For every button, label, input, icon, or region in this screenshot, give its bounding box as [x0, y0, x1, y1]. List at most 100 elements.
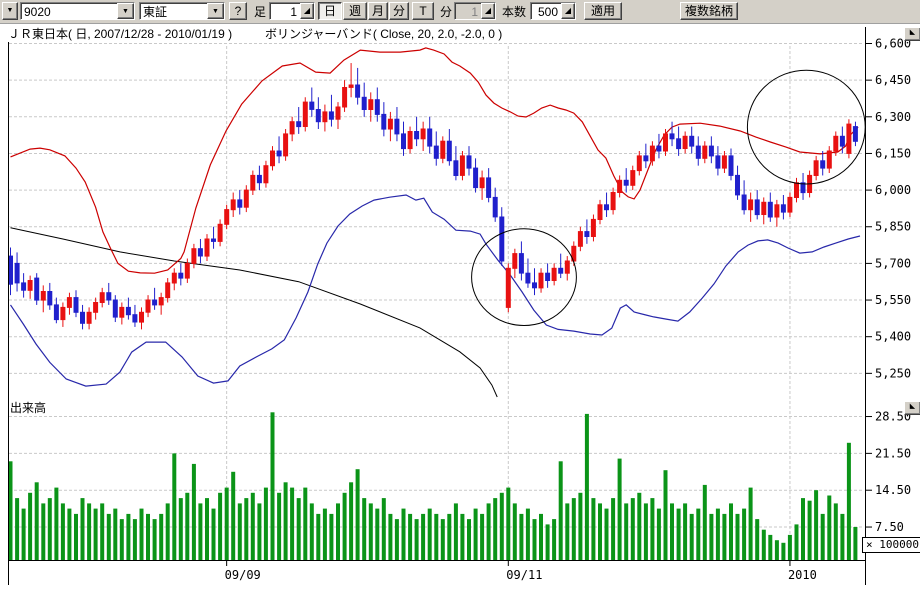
- x-axis-labels: 09/09 09/11 2010: [225, 560, 817, 582]
- trend-line: [10, 227, 498, 398]
- volume-bar: [349, 482, 354, 560]
- volume-bar: [270, 412, 275, 560]
- volume-bar: [833, 503, 838, 560]
- toolbar: ▼ 9020 ▼ 東証 ▼ ? 足 1 ◢ 日 週 月 分 T 分 1 ◢ 本数…: [0, 0, 920, 24]
- candle: [348, 84, 354, 88]
- candle: [794, 182, 799, 199]
- apply-button[interactable]: 適用: [584, 2, 622, 20]
- volume-bar: [846, 442, 851, 560]
- minute-interval-spinner: 1 ◢: [454, 2, 496, 20]
- candle: [767, 201, 773, 218]
- svg-text:5,400: 5,400: [875, 330, 911, 344]
- volume-bar: [54, 487, 59, 560]
- candle: [486, 177, 492, 198]
- period-week-button[interactable]: 週: [343, 2, 367, 20]
- candle: [250, 174, 256, 191]
- volume-bar: [552, 519, 557, 560]
- candle: [217, 223, 223, 242]
- volume-bar: [676, 508, 681, 560]
- bar-count-value[interactable]: 500: [537, 5, 558, 19]
- symbol-dropdown-icon[interactable]: ▼: [117, 3, 134, 19]
- svg-text:2010: 2010: [788, 568, 817, 582]
- volume-bar: [532, 519, 537, 560]
- volume-bar: [525, 508, 530, 560]
- volume-bar: [480, 513, 485, 560]
- candle: [34, 277, 40, 301]
- candle: [427, 128, 433, 147]
- volume-bar: [93, 508, 98, 560]
- bar-count-spinner[interactable]: 500 ◢: [530, 2, 576, 20]
- candle: [197, 248, 203, 257]
- triangle-icon: ◣: [909, 403, 916, 410]
- market-dropdown-icon[interactable]: ▼: [207, 3, 224, 19]
- candle: [125, 306, 131, 316]
- nav-dropdown-button[interactable]: ▼: [2, 2, 18, 20]
- candle: [721, 155, 727, 169]
- volume-bar: [715, 508, 720, 560]
- multi-symbol-button[interactable]: 複数銘柄: [680, 2, 738, 20]
- volume-pane-menu-button[interactable]: ◣: [904, 401, 920, 415]
- volume-bar: [637, 492, 642, 560]
- volume-bar: [696, 508, 701, 560]
- volume-bar: [460, 513, 465, 560]
- volume-bar: [598, 503, 602, 560]
- market-value[interactable]: 東証: [143, 5, 168, 19]
- symbol-value[interactable]: 9020: [24, 5, 51, 19]
- candle: [60, 306, 66, 321]
- volume-bar: [434, 513, 439, 560]
- candle: [545, 272, 551, 282]
- candle: [473, 167, 479, 189]
- candle: [558, 267, 564, 274]
- volume-bar: [257, 503, 262, 560]
- volume-bar: [545, 524, 550, 560]
- volume-bar: [146, 513, 150, 560]
- volume-bar: [205, 498, 209, 560]
- volume-bar: [303, 487, 308, 560]
- bar-count-label: 本数: [502, 5, 527, 19]
- candle: [780, 204, 786, 213]
- candle: [309, 101, 315, 110]
- candle: [211, 238, 216, 242]
- svg-text:14.50: 14.50: [875, 483, 911, 497]
- volume-bar: [368, 503, 373, 560]
- candle: [14, 262, 20, 284]
- period-day-button[interactable]: 日: [318, 2, 342, 20]
- candle: [833, 135, 839, 152]
- candle: [27, 280, 33, 291]
- spinner-icon[interactable]: ◢: [561, 3, 575, 19]
- period-minute-button[interactable]: 分: [389, 2, 409, 20]
- price-axis-labels: 6,600 6,450 6,300 6,150 6,000 5,850 5,700 5,550…: [865, 37, 911, 380]
- svg-text:28.50: 28.50: [875, 410, 911, 424]
- candle: [499, 216, 505, 262]
- candle: [374, 99, 380, 115]
- tick-button[interactable]: T: [412, 2, 434, 20]
- candle: [695, 145, 701, 159]
- candle: [826, 150, 832, 169]
- svg-text:5,850: 5,850: [875, 220, 911, 234]
- bar-type-label: 足: [254, 5, 267, 19]
- volume-bar: [722, 513, 727, 560]
- chart-title: ＪＲ東日本( 日, 2007/12/28 - 2010/01/19 ): [8, 27, 233, 41]
- candle: [283, 133, 289, 157]
- volume-bar: [807, 500, 812, 560]
- volume-bar: [401, 508, 406, 560]
- candlesticks: [8, 63, 858, 330]
- period-month-button[interactable]: 月: [368, 2, 388, 20]
- volume-bar: [283, 482, 288, 560]
- symbol-combobox[interactable]: 9020 ▼: [20, 2, 135, 20]
- volume-bar: [794, 524, 799, 560]
- spinner-icon[interactable]: ◢: [300, 3, 314, 19]
- market-combobox[interactable]: 東証 ▼: [139, 2, 225, 20]
- triangle-icon: ◣: [909, 29, 916, 36]
- volume-bar: [34, 482, 39, 560]
- volume-bar: [60, 503, 65, 560]
- price-pane-menu-button[interactable]: ◣: [904, 27, 920, 41]
- volume-bar: [15, 498, 20, 560]
- svg-text:21.50: 21.50: [875, 446, 911, 460]
- candle: [335, 106, 341, 120]
- bar-interval-value[interactable]: 1: [290, 5, 297, 19]
- help-button[interactable]: ?: [229, 2, 247, 20]
- svg-text:6,000: 6,000: [875, 183, 911, 197]
- candle: [505, 267, 511, 308]
- bar-interval-spinner[interactable]: 1 ◢: [269, 2, 315, 20]
